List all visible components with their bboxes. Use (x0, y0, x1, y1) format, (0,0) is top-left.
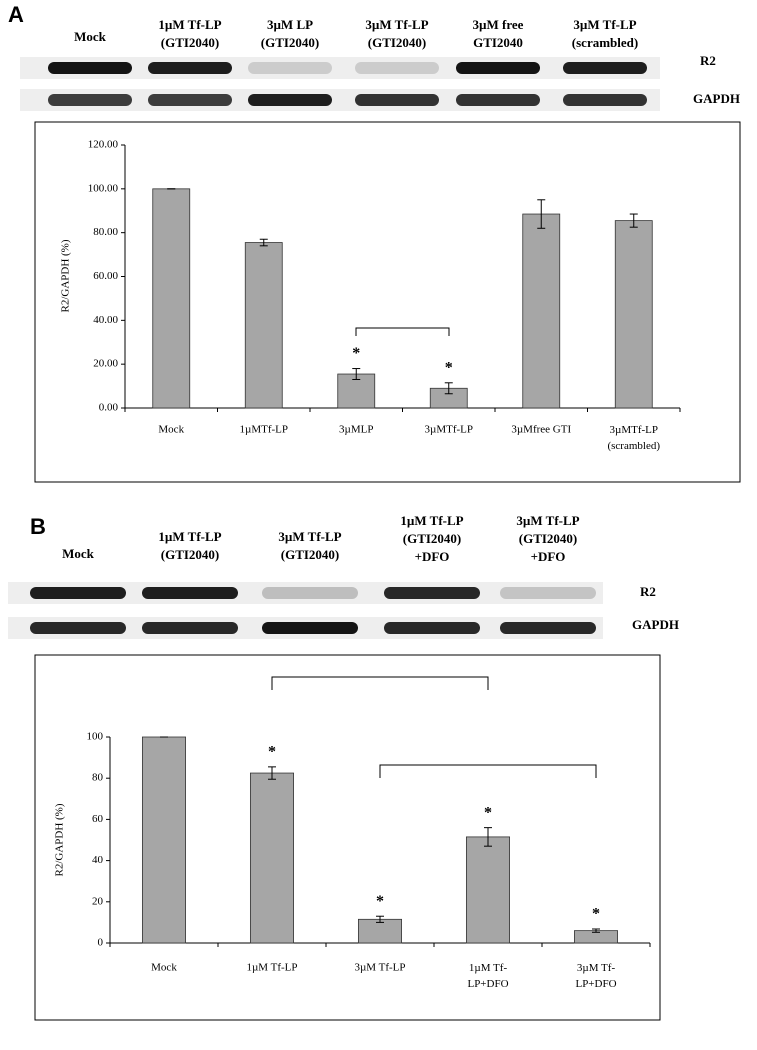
chart-frame (34, 654, 661, 1021)
bracket (355, 327, 450, 336)
y-tick-label: 80.00 (93, 226, 118, 238)
y-tick-label: 20.00 (93, 358, 118, 370)
blot-band (563, 62, 647, 74)
panel-label: A (8, 2, 24, 27)
blot-band (500, 622, 596, 634)
significance-marker: * (376, 893, 384, 910)
bar (614, 220, 653, 409)
blot-row-label: R2 (700, 53, 716, 68)
blot-band (248, 62, 332, 74)
blot-band (248, 94, 332, 106)
blot-band (355, 62, 439, 74)
y-tick-label: 0.00 (99, 402, 119, 414)
x-tick-label: Mock (151, 962, 177, 974)
y-tick-label: 20 (92, 895, 104, 907)
x-tick-label: 3µM Tf-LP+DFO (575, 962, 616, 990)
y-axis-label: R2/GAPDH (%) (60, 239, 72, 312)
bracket (271, 676, 489, 690)
blot-band (148, 94, 232, 106)
blot-row-label: R2 (640, 584, 656, 599)
x-tick-label: 1µM Tf-LP+DFO (467, 962, 508, 990)
significance-marker: * (484, 804, 492, 821)
y-tick-label: 80 (92, 772, 104, 784)
chart-frame (34, 121, 741, 483)
bar (465, 836, 510, 944)
y-tick-label: 120.00 (88, 139, 119, 151)
blot-band (48, 94, 132, 106)
lane-label: 3µM Tf-LP (GTI2040) (365, 17, 428, 50)
x-tick-label: 3µMfree GTI (511, 424, 571, 436)
panel-label: B (30, 514, 46, 539)
x-tick-label: 3µMTf-LP (scrambled) (607, 424, 660, 452)
x-tick-label: 3µMLP (339, 424, 373, 436)
bar (244, 242, 283, 409)
blot-band (30, 622, 126, 634)
significance-marker: * (445, 359, 453, 376)
blot-band (456, 62, 540, 74)
blot-row-label: GAPDH (632, 617, 679, 632)
y-axis-label: R2/GAPDH (%) (54, 803, 66, 876)
blot-band (500, 587, 596, 599)
lane-label: 1µM Tf-LP (GTI2040) (158, 17, 221, 50)
blot-band (262, 622, 358, 634)
y-tick-label: 40 (92, 854, 104, 866)
x-tick-label: 1µMTf-LP (239, 424, 288, 436)
blot-band (142, 622, 238, 634)
blot-band (563, 94, 647, 106)
lane-label: Mock (62, 546, 95, 561)
bar (249, 772, 294, 944)
significance-marker: * (352, 345, 360, 362)
significance-marker: * (268, 744, 276, 761)
bracket (379, 764, 597, 778)
lane-label: 1µM Tf-LP (GTI2040) +DFO (400, 513, 463, 564)
blot-band (262, 587, 358, 599)
x-tick-label: 3µM Tf-LP (354, 962, 405, 974)
lane-label: 3µM free GTI2040 (473, 17, 524, 50)
blot-band (30, 587, 126, 599)
significance-brackets (271, 327, 597, 778)
lane-label: 3µM Tf-LP (GTI2040) +DFO (516, 513, 579, 564)
blot-band (384, 622, 480, 634)
blot-band (148, 62, 232, 74)
x-tick-label: 1µM Tf-LP (246, 962, 297, 974)
y-tick-label: 40.00 (93, 314, 118, 326)
significance-marker: * (592, 906, 600, 923)
lane-label: 1µM Tf-LP (GTI2040) (158, 529, 221, 562)
lane-label: 3µM Tf-LP (scrambled) (572, 17, 638, 50)
blot-band (456, 94, 540, 106)
y-tick-label: 100.00 (88, 182, 119, 194)
lane-label: Mock (74, 29, 107, 44)
bar (522, 213, 561, 409)
y-tick-label: 60 (92, 813, 104, 825)
blot-band (142, 587, 238, 599)
y-tick-label: 100 (87, 731, 104, 743)
y-tick-label: 0 (98, 937, 104, 949)
lane-label: 3µM Tf-LP (GTI2040) (278, 529, 341, 562)
x-tick-label: 3µMTf-LP (424, 424, 473, 436)
blot-band (48, 62, 132, 74)
x-tick-label: Mock (158, 424, 184, 436)
y-tick-label: 60.00 (93, 270, 118, 282)
bar (152, 188, 191, 409)
blot-band (384, 587, 480, 599)
blot-row-label: GAPDH (693, 91, 740, 106)
bar (141, 736, 186, 944)
lane-label: 3µM LP (GTI2040) (261, 17, 320, 50)
blot-band (355, 94, 439, 106)
